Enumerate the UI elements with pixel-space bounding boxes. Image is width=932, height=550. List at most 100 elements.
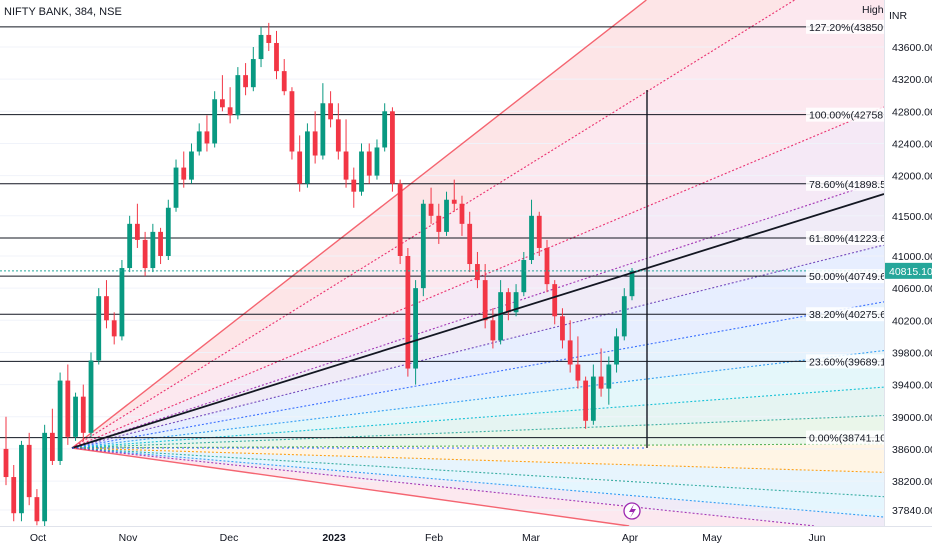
candle-body[interactable] <box>529 215 534 261</box>
candle-body[interactable] <box>467 223 473 265</box>
candle-body[interactable] <box>560 316 565 341</box>
candle-body[interactable] <box>165 207 171 256</box>
candle-body[interactable] <box>444 199 449 232</box>
candle-body[interactable] <box>88 360 94 433</box>
candle-body[interactable] <box>374 147 380 176</box>
price-tick-label[interactable]: 41500.00 <box>892 211 932 223</box>
candle-body[interactable] <box>335 119 341 152</box>
price-tick-label[interactable]: 39400.00 <box>892 380 932 392</box>
candle-body[interactable] <box>606 364 612 389</box>
time-tick-label[interactable]: Nov <box>119 532 138 544</box>
price-tick-label[interactable]: 38600.00 <box>892 444 932 456</box>
candle-body[interactable] <box>80 396 86 433</box>
time-tick-label[interactable]: May <box>702 532 723 544</box>
price-tick-label[interactable]: 42800.00 <box>892 106 932 118</box>
candle-body[interactable] <box>34 497 40 522</box>
candle-body[interactable] <box>351 179 357 192</box>
price-tick-label[interactable]: 39800.00 <box>892 347 932 359</box>
candle-body[interactable] <box>482 280 488 321</box>
candle-body[interactable] <box>189 151 194 180</box>
price-tick-label[interactable]: 40600.00 <box>892 283 932 295</box>
price-tick-label[interactable]: 41000.00 <box>892 251 932 263</box>
candle-body[interactable] <box>150 231 156 269</box>
candles[interactable] <box>3 22 635 530</box>
price-tick-label[interactable]: 43600.00 <box>892 42 932 54</box>
time-tick-label[interactable]: Dec <box>220 532 239 544</box>
candle-body[interactable] <box>119 268 125 337</box>
candle-body[interactable] <box>552 284 558 317</box>
candle-body[interactable] <box>243 75 248 88</box>
candle-body[interactable] <box>583 380 589 421</box>
candle-body[interactable] <box>575 364 581 381</box>
candle-body[interactable] <box>521 260 527 293</box>
candle-body[interactable] <box>204 131 210 144</box>
price-axis[interactable]: 37840.00 38200.00 38600.00 39000.00 39400.00… <box>884 0 932 550</box>
candle-body[interactable] <box>621 296 627 337</box>
candle-body[interactable] <box>127 223 133 269</box>
candle-body[interactable] <box>212 99 218 144</box>
candle-body[interactable] <box>250 59 256 88</box>
candle-body[interactable] <box>42 432 48 522</box>
candle-body[interactable] <box>536 215 542 248</box>
candle-body[interactable] <box>320 103 326 156</box>
time-tick-label[interactable]: Jun <box>809 532 826 544</box>
candle-body[interactable] <box>11 477 17 514</box>
candle-body[interactable] <box>590 376 596 421</box>
candle-body[interactable] <box>289 91 295 152</box>
candle-body[interactable] <box>312 131 318 156</box>
time-tick-label[interactable]: 2023 <box>322 532 346 544</box>
candle-body[interactable] <box>505 292 511 313</box>
candle-body[interactable] <box>475 264 480 281</box>
candle-body[interactable] <box>235 75 241 116</box>
candle-body[interactable] <box>614 336 619 365</box>
candle-body[interactable] <box>366 151 372 176</box>
candle-body[interactable] <box>3 448 9 478</box>
candle-body[interactable] <box>104 296 109 321</box>
candle-body[interactable] <box>181 167 187 180</box>
candle-body[interactable] <box>405 255 411 369</box>
candle-body[interactable] <box>297 151 303 184</box>
candle-body[interactable] <box>57 380 63 461</box>
time-tick-label[interactable]: Mar <box>522 532 541 544</box>
time-tick-label[interactable]: Apr <box>622 532 639 544</box>
candle-body[interactable] <box>490 320 496 341</box>
candle-body[interactable] <box>111 320 117 337</box>
candle-body[interactable] <box>390 111 395 184</box>
candle-body[interactable] <box>49 432 55 461</box>
candle-body[interactable] <box>359 151 364 192</box>
candle-body[interactable] <box>26 444 32 498</box>
price-tick-label[interactable]: 40200.00 <box>892 315 932 327</box>
candle-body[interactable] <box>513 292 519 313</box>
candle-body[interactable] <box>227 107 233 116</box>
candle-body[interactable] <box>73 396 78 437</box>
candle-body[interactable] <box>158 231 163 256</box>
candle-body[interactable] <box>266 34 272 43</box>
price-tick-label[interactable]: 42400.00 <box>892 138 932 150</box>
price-tick-label[interactable]: 43200.00 <box>892 74 932 86</box>
candle-body[interactable] <box>451 199 457 204</box>
candle-body[interactable] <box>328 103 333 120</box>
candle-body[interactable] <box>343 151 349 180</box>
candle-body[interactable] <box>567 340 573 365</box>
price-tick-label[interactable]: 37840.00 <box>892 505 932 517</box>
candle-body[interactable] <box>281 71 287 92</box>
time-tick-label[interactable]: Feb <box>425 532 443 544</box>
candle-body[interactable] <box>413 288 419 369</box>
candle-body[interactable] <box>196 131 202 152</box>
price-tick-label[interactable]: 39000.00 <box>892 412 932 424</box>
candle-body[interactable] <box>598 376 604 389</box>
time-axis[interactable]: Oct Nov Dec 2023 Feb Mar Apr May Jun <box>0 526 932 550</box>
candle-body[interactable] <box>459 203 465 224</box>
price-tick-label[interactable]: 42000.00 <box>892 171 932 183</box>
candle-body[interactable] <box>142 239 148 269</box>
time-tick-label[interactable]: Oct <box>30 532 46 544</box>
candle-body[interactable] <box>428 203 434 216</box>
candle-body[interactable] <box>420 203 426 289</box>
lightning-icon[interactable] <box>629 504 636 518</box>
candle-body[interactable] <box>397 183 403 256</box>
candle-body[interactable] <box>65 380 71 437</box>
candle-body[interactable] <box>436 215 442 232</box>
candle-body[interactable] <box>498 292 504 341</box>
candle-body[interactable] <box>382 111 388 148</box>
candle-body[interactable] <box>219 99 225 108</box>
